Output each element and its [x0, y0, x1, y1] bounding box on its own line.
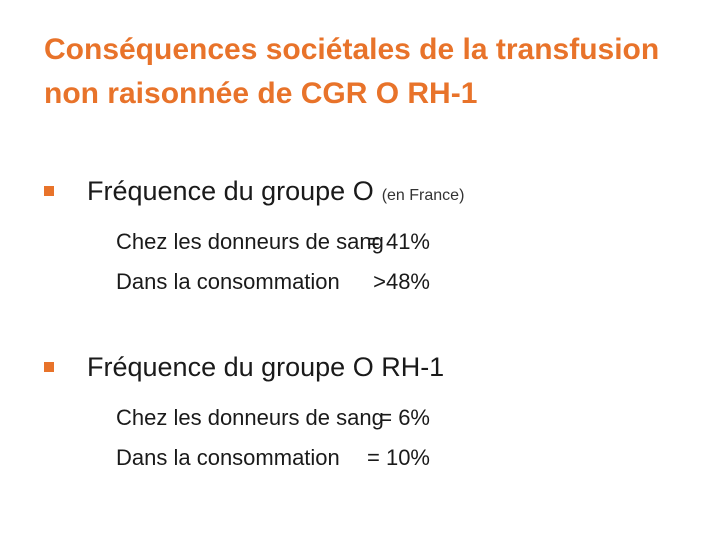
- bullet-heading-text: Fréquence du groupe O: [87, 176, 374, 206]
- stat-label: Chez les donneurs de sang: [116, 229, 384, 254]
- stat-rows: Chez les donneurs de sang = 6% Dans la c…: [116, 398, 684, 478]
- slide-title: Conséquences sociétales de la transfusio…: [44, 28, 684, 116]
- slide-title-line-1: Conséquences sociétales de la transfusio…: [44, 33, 660, 66]
- stat-label: Dans la consommation: [116, 445, 340, 470]
- stat-label: Chez les donneurs de sang: [116, 405, 384, 430]
- stat-label: Dans la consommation: [116, 269, 340, 294]
- stat-row: Chez les donneurs de sang = 6%: [116, 398, 684, 438]
- stat-value: = 41%: [367, 229, 430, 254]
- square-bullet-icon: [44, 362, 54, 372]
- stat-rows: Chez les donneurs de sang = 41% Dans la …: [116, 222, 684, 302]
- section-group-o-rh-1: Fréquence du groupe O RH-1 Chez les donn…: [44, 352, 684, 478]
- stat-row: Dans la consommation = 10%: [116, 438, 684, 478]
- stat-row: Chez les donneurs de sang = 41%: [116, 222, 684, 262]
- stat-value: >48%: [373, 269, 430, 294]
- stat-row: Dans la consommation >48%: [116, 262, 684, 302]
- bullet-heading: Fréquence du groupe O (en France): [44, 176, 684, 218]
- stat-value: = 6%: [379, 405, 430, 430]
- bullet-heading-note: (en France): [381, 187, 465, 204]
- section-group-o: Fréquence du groupe O (en France) Chez l…: [44, 176, 684, 302]
- slide-title-line-2: non raisonnée de CGR O RH-1: [44, 77, 478, 110]
- stat-value: = 10%: [367, 445, 430, 470]
- bullet-heading-text: Fréquence du groupe O RH-1: [87, 352, 445, 382]
- square-bullet-icon: [44, 186, 54, 196]
- bullet-heading: Fréquence du groupe O RH-1: [44, 352, 684, 394]
